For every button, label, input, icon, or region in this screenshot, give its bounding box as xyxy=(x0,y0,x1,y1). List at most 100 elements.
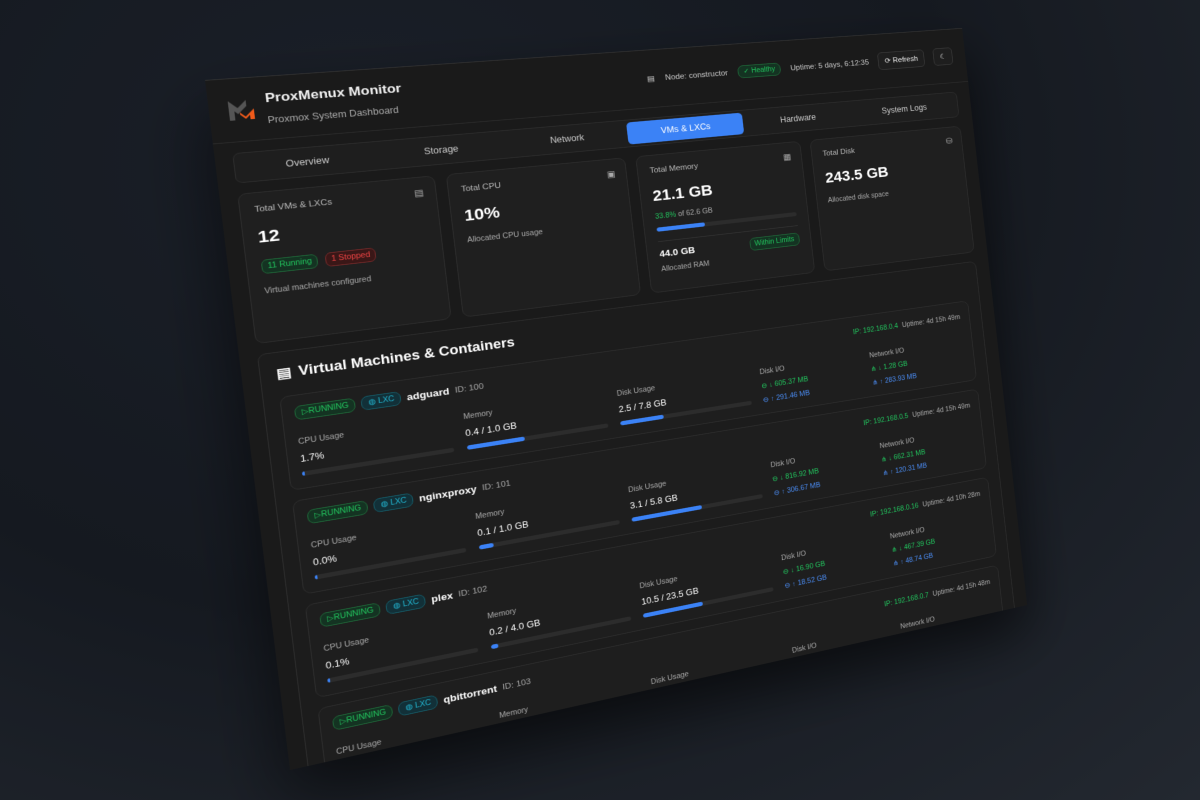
type-text: LXC xyxy=(377,394,395,406)
vm-uptime: Uptime: 4d 10h 28m xyxy=(922,490,981,509)
header: ProxMenux Monitor Proxmox System Dashboa… xyxy=(205,28,969,145)
vm-name: nginxproxy xyxy=(418,483,478,504)
status-text: RUNNING xyxy=(320,504,362,519)
total-memory-card: ▦ Total Memory 21.1 GB 33.8% of 62.6 GB … xyxy=(635,140,815,294)
health-text: Healthy xyxy=(750,65,776,75)
tab-system-logs[interactable]: System Logs xyxy=(881,102,928,116)
tab-overview[interactable]: Overview xyxy=(285,154,330,170)
net-out: ↑ 120.31 MB xyxy=(889,462,928,477)
status-text: RUNNING xyxy=(333,606,375,623)
server-icon: ▤ xyxy=(413,187,425,199)
card-label: Total VMs & LXCs xyxy=(253,197,333,215)
running-badge: 11 Running xyxy=(260,253,319,275)
type-badge: ◍ LXC xyxy=(397,694,439,717)
tab-vms-lxcs[interactable]: VMs & LXCs xyxy=(626,112,745,145)
health-badge: ✓ Healthy xyxy=(737,62,782,79)
tab-hardware[interactable]: Hardware xyxy=(779,112,817,125)
cpu-bar-fill xyxy=(314,574,318,580)
memory-progress-fill xyxy=(656,222,706,232)
vm-uptime: Uptime: 4d 15h 49m xyxy=(901,313,961,330)
card-note: Allocated disk space xyxy=(827,190,890,205)
dashboard-window: ProxMenux Monitor Proxmox System Dashboa… xyxy=(205,28,1028,771)
disk-write: ↑ 306.67 MB xyxy=(781,481,821,496)
disk-read: ↓ 605.37 MB xyxy=(768,375,809,390)
tab-storage[interactable]: Storage xyxy=(423,143,459,157)
app-subtitle: Proxmox System Dashboard xyxy=(267,104,400,126)
card-value: 10% xyxy=(463,203,501,225)
vm-ip: IP: 192.168.0.4 xyxy=(852,322,899,337)
type-badge: ◍ LXC xyxy=(385,593,427,615)
memory-bar-fill xyxy=(478,542,494,550)
memory-bar-fill xyxy=(490,643,499,650)
brand: ProxMenux Monitor Proxmox System Dashboa… xyxy=(225,81,404,128)
status-badge: ▷RUNNING xyxy=(331,703,394,731)
card-value: 243.5 GB xyxy=(824,163,890,187)
net-in: ↓ 1.28 GB xyxy=(877,360,908,373)
vm-name: adguard xyxy=(406,385,450,403)
vm-ip: IP: 192.168.0.16 xyxy=(869,502,920,519)
vm-id: ID: 100 xyxy=(454,381,485,395)
disk-read: ↓ 16.90 GB xyxy=(790,560,826,575)
memory-icon: ▦ xyxy=(782,151,792,162)
vm-uptime: Uptime: 4d 15h 49m xyxy=(911,402,971,420)
card-note: Allocated CPU usage xyxy=(466,228,544,245)
system-uptime: Uptime: 5 days, 6:12:35 xyxy=(789,58,870,73)
vm-list-section: ▤ Virtual Machines & Containers ▷RUNNING … xyxy=(256,260,1021,771)
total-cpu-card: ▣ Total CPU 10% Allocated CPU usage xyxy=(445,157,641,318)
type-text: LXC xyxy=(402,597,420,609)
status-badge: ▷RUNNING xyxy=(293,397,357,421)
type-text: LXC xyxy=(389,496,408,508)
refresh-button[interactable]: ⟳ Refresh xyxy=(877,49,926,71)
card-note: Virtual machines configured xyxy=(264,275,372,296)
status-badge: ▷RUNNING xyxy=(306,500,369,525)
type-text: LXC xyxy=(414,698,432,711)
memory-bar-fill xyxy=(466,436,525,450)
type-badge: ◍ LXC xyxy=(360,391,402,411)
card-label: Total Memory xyxy=(649,162,699,176)
theme-toggle-button[interactable]: ☾ xyxy=(932,47,954,66)
memory-total: of 62.6 GB xyxy=(675,207,714,219)
total-vms-card: ▤ Total VMs & LXCs 12 11 Running 1 Stopp… xyxy=(237,175,452,345)
card-label: Total CPU xyxy=(460,181,502,194)
memory-status-badge: Within Limits xyxy=(749,232,800,251)
vm-name: plex xyxy=(430,589,454,605)
memory-percent: 33.8% xyxy=(654,211,677,221)
tab-network[interactable]: Network xyxy=(549,132,585,146)
stopped-badge: 1 Stopped xyxy=(324,247,377,267)
vm-uptime: Uptime: 4d 15h 48m xyxy=(932,578,991,599)
vm-ip: IP: 192.168.0.5 xyxy=(863,412,909,428)
disk-write: ↑ 18.52 GB xyxy=(791,574,828,589)
disk-write: ↑ 291.46 MB xyxy=(770,389,811,403)
net-out: ↑ 48.74 GB xyxy=(900,552,934,567)
card-value: 12 xyxy=(256,225,281,247)
card-label: Total Disk xyxy=(822,146,856,158)
vm-id: ID: 103 xyxy=(502,676,532,692)
disk-io-label: Disk I/O xyxy=(791,642,818,655)
allocated-ram-value: 44.0 GB xyxy=(658,244,696,260)
net-out: ↑ 283.93 MB xyxy=(879,372,918,386)
status-text: RUNNING xyxy=(307,401,350,416)
vm-name: qbittorrent xyxy=(442,683,498,706)
hard-drive-icon: ⛁ xyxy=(945,136,953,146)
app-title: ProxMenux Monitor xyxy=(264,80,402,105)
type-badge: ◍ LXC xyxy=(373,492,415,513)
net-in: ↓ 467.39 GB xyxy=(898,538,936,553)
disk-bar-fill xyxy=(620,414,664,426)
proxmenux-logo xyxy=(227,99,256,121)
network-io-label: Network I/O xyxy=(899,616,936,631)
vm-id: ID: 102 xyxy=(457,584,488,599)
cpu-bar-fill xyxy=(301,471,306,477)
total-disk-card: ⛁ Total Disk 243.5 GB Allocated disk spa… xyxy=(809,125,975,272)
refresh-label: Refresh xyxy=(892,54,919,65)
vm-id: ID: 101 xyxy=(481,478,512,493)
server-icon: ▤ xyxy=(275,364,293,382)
moon-icon: ☾ xyxy=(939,52,947,61)
cpu-icon: ▣ xyxy=(606,168,616,180)
server-icon: ▤ xyxy=(646,74,656,84)
status-text: RUNNING xyxy=(345,708,387,725)
status-badge: ▷RUNNING xyxy=(319,602,382,628)
net-in: ↓ 662.31 MB xyxy=(888,448,926,463)
vm-ip: IP: 192.168.0.7 xyxy=(883,591,930,609)
cpu-bar-fill xyxy=(327,677,331,683)
disk-read: ↓ 816.92 MB xyxy=(779,467,820,482)
